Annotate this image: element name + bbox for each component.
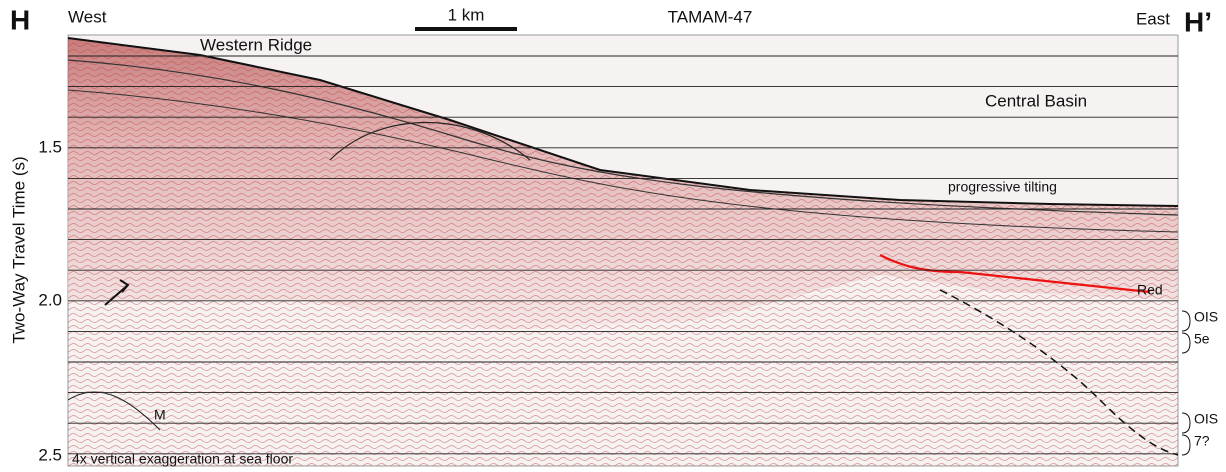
- annotation: 4x vertical exaggeration at sea floor: [72, 451, 293, 467]
- stage-label: OIS: [1194, 411, 1218, 427]
- y-axis-label: Two-Way Travel Time (s): [9, 156, 28, 343]
- east: East: [1136, 9, 1170, 28]
- panel-left: H: [10, 4, 30, 35]
- annotation: M: [154, 407, 166, 423]
- bracket: [1181, 412, 1191, 456]
- stage-label: OIS: [1194, 309, 1218, 325]
- annotation: Red: [1137, 282, 1163, 298]
- stage-label: 7?: [1194, 433, 1210, 449]
- y-tick-label: 2.0: [38, 290, 62, 309]
- annotation: Western Ridge: [200, 35, 312, 54]
- seismic-section: [67, 34, 1179, 467]
- panel-right: H’: [1184, 6, 1212, 37]
- annotation: Central Basin: [985, 91, 1087, 110]
- y-tick-label: 1.5: [38, 137, 62, 156]
- y-tick-label: 2.5: [38, 445, 62, 464]
- stage-label: 5e: [1194, 331, 1210, 347]
- scale-label: 1 km: [448, 5, 485, 24]
- west: West: [68, 7, 107, 26]
- time-lines: [68, 55, 1178, 455]
- annotation: progressive tilting: [948, 179, 1057, 195]
- bracket: [1181, 310, 1191, 354]
- profile-name: TAMAM-47: [668, 7, 753, 26]
